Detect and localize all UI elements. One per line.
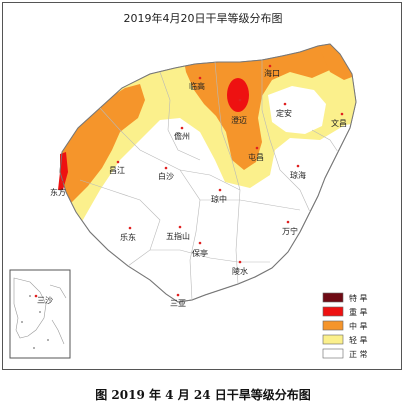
legend-label-moderate: 中 旱	[349, 321, 368, 331]
city-marker-chengmai	[239, 99, 242, 102]
city-marker-sanya	[177, 294, 180, 297]
city-marker-qiongzhong	[219, 189, 222, 192]
city-label-qionghai: 琼海	[290, 170, 306, 180]
city-label-danzhou: 儋州	[174, 131, 190, 141]
legend-swatch-normal	[323, 349, 343, 358]
city-label-ledong: 乐东	[120, 232, 136, 242]
city-label-lingao: 临高	[189, 81, 205, 91]
city-label-chengmai: 澄迈	[231, 115, 247, 125]
city-label-lingshui: 陵水	[232, 266, 248, 276]
legend-swatch-light	[323, 335, 343, 344]
city-marker-danzhou	[181, 127, 184, 130]
legend: 特 旱 重 旱 中 旱 轻 旱 正 常	[323, 293, 368, 359]
legend-swatch-extreme	[323, 293, 343, 302]
legend-label-severe: 重 旱	[349, 307, 368, 317]
city-marker-ledong	[129, 227, 132, 230]
legend-swatch-moderate	[323, 321, 343, 330]
city-label-qiongzhong: 琼中	[211, 194, 227, 204]
city-marker-wuzhishan	[179, 226, 182, 229]
city-marker-changjiang	[117, 161, 120, 164]
city-label-dingan: 定安	[276, 108, 292, 118]
city-label-baisha: 白沙	[158, 171, 174, 181]
city-label-wenchang: 文昌	[331, 118, 347, 128]
city-marker-lingao	[199, 77, 202, 80]
severe-drought-area	[227, 78, 249, 112]
city-label-tunchang: 屯昌	[248, 152, 264, 162]
city-label-wanning: 万宁	[282, 226, 298, 236]
city-label-changjiang: 昌江	[109, 166, 125, 175]
city-label-dongfang: 东方	[50, 187, 66, 197]
legend-label-normal: 正 常	[349, 350, 368, 359]
city-label-sansha: 三沙	[37, 296, 53, 305]
city-marker-haikou	[269, 65, 272, 68]
city-label-sanya: 三亚	[170, 299, 186, 308]
sansha-inset	[10, 270, 70, 358]
city-marker-tunchang	[256, 147, 259, 150]
legend-swatch-severe	[323, 307, 343, 316]
city-marker-qionghai	[297, 165, 300, 168]
legend-label-extreme: 特 旱	[349, 293, 368, 303]
city-marker-lingshui	[239, 261, 242, 264]
city-marker-dingan	[284, 103, 287, 106]
legend-label-light: 轻 旱	[349, 335, 368, 345]
figure-caption: 图 2019 年 4 月 24 日干旱等级分布图	[0, 386, 406, 403]
city-marker-wanning	[287, 221, 290, 224]
city-marker-dongfang	[61, 181, 64, 184]
city-marker-baisha	[165, 167, 168, 170]
city-label-baoting: 保亭	[192, 248, 208, 258]
city-marker-baoting	[199, 242, 202, 245]
city-label-wuzhishan: 五指山	[166, 231, 190, 241]
city-label-haikou: 海口	[264, 68, 280, 78]
city-marker-wenchang	[341, 113, 344, 116]
